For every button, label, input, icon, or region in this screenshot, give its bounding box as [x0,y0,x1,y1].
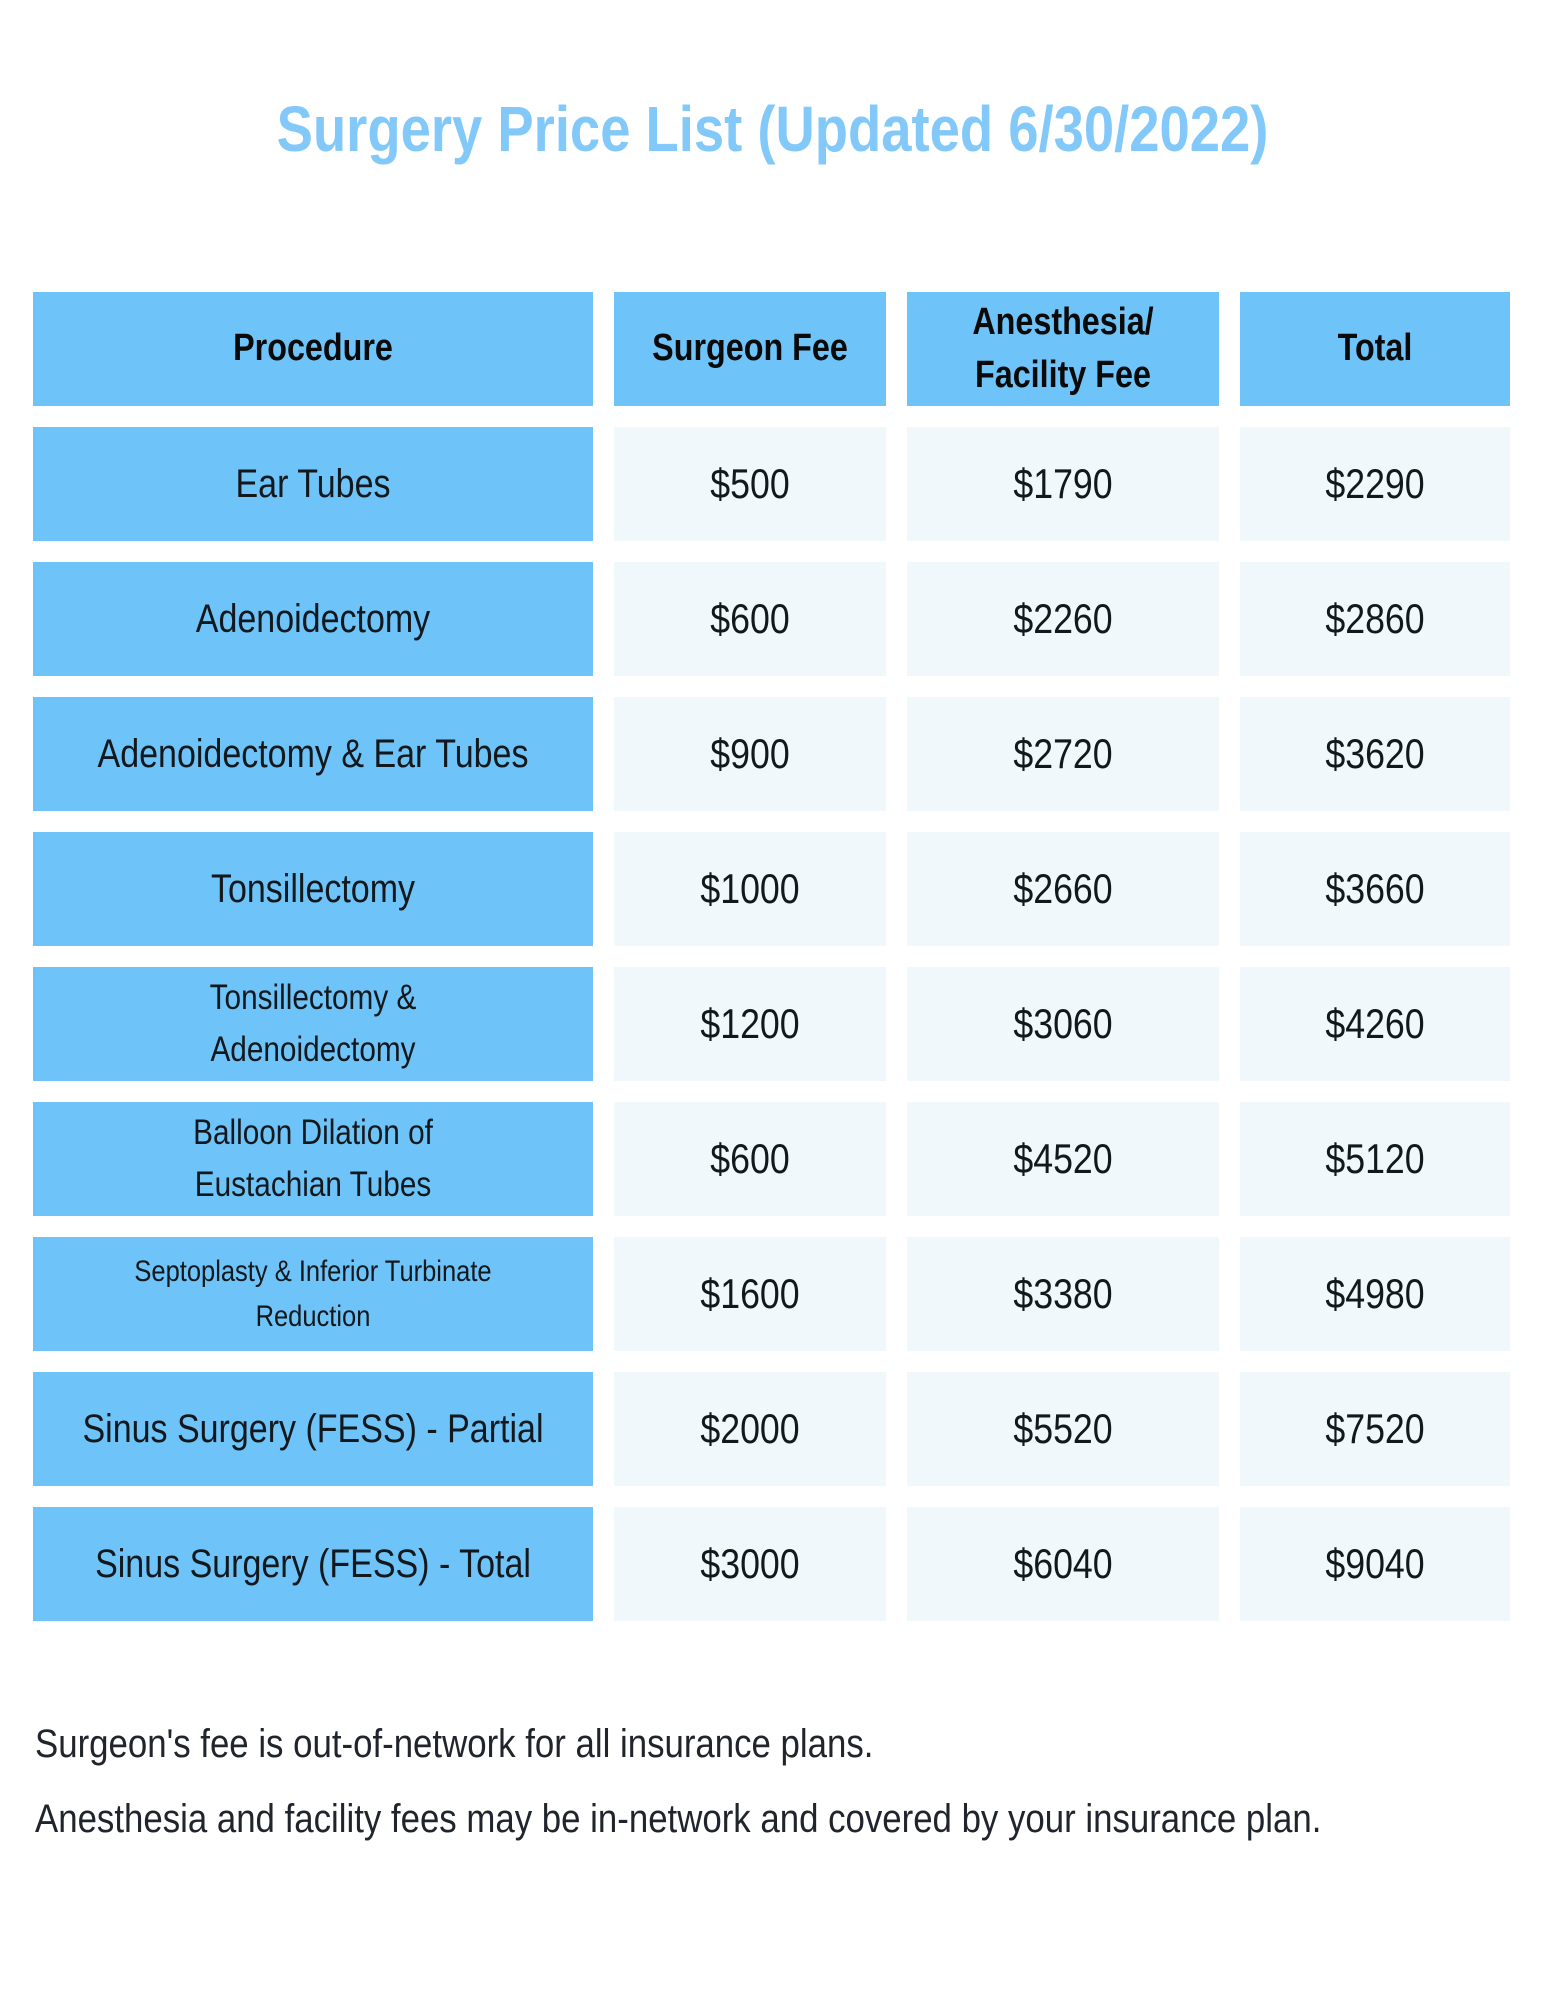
anesthesia-facility-fee-cell: $2720 [907,697,1219,811]
surgeon-fee-cell: $1200 [614,967,886,1081]
anesthesia-facility-fee-cell: $2260 [907,562,1219,676]
header-procedure-label: Procedure [233,327,393,370]
header-anesthesia-facility-fee-label: Anesthesia/ Facility Fee [972,300,1154,396]
anesthesia-facility-fee-cell: $1790 [907,427,1219,541]
procedure-label: Adenoidectomy & Ear Tubes [97,732,529,776]
surgeon-fee-cell: $1600 [614,1237,886,1351]
total-cell: $3620 [1240,697,1510,811]
footer-notes: Surgeon's fee is out-of-network for all … [35,1707,1545,1857]
header-surgeon-fee: Surgeon Fee [614,292,886,406]
total-value: $4980 [1325,1270,1425,1317]
total-value: $2860 [1325,595,1425,642]
procedure-cell: Septoplasty & Inferior Turbinate Reducti… [33,1237,593,1351]
header-total: Total [1240,292,1510,406]
anesthesia-facility-fee-value: $2660 [1013,865,1113,912]
total-value: $4260 [1325,1000,1425,1047]
anesthesia-facility-fee-value: $3380 [1013,1270,1113,1317]
anesthesia-facility-fee-value: $6040 [1013,1540,1113,1587]
total-value: $3620 [1325,730,1425,777]
procedure-label: Ear Tubes [235,462,391,506]
procedure-label: Tonsillectomy [210,867,416,911]
procedure-cell: Sinus Surgery (FESS) - Partial [33,1372,593,1486]
page-title: Surgery Price List (Updated 6/30/2022) [0,92,1545,166]
procedure-label: Adenoidectomy [195,597,431,641]
procedure-label: Sinus Surgery (FESS) - Total [95,1542,531,1586]
surgeon-fee-value: $600 [710,595,790,642]
procedure-cell: Ear Tubes [33,427,593,541]
surgeon-fee-cell: $1000 [614,832,886,946]
surgery-price-table: Procedure Surgeon Fee Anesthesia/ Facili… [33,292,1510,1621]
surgeon-fee-value: $1000 [700,865,800,912]
page-title-text: Surgery Price List (Updated 6/30/2022) [276,93,1269,165]
anesthesia-facility-fee-value: $5520 [1013,1405,1113,1452]
procedure-cell: Tonsillectomy & Adenoidectomy [33,967,593,1081]
anesthesia-facility-fee-cell: $3380 [907,1237,1219,1351]
procedure-cell: Adenoidectomy & Ear Tubes [33,697,593,811]
header-anesthesia-facility-fee: Anesthesia/ Facility Fee [907,292,1219,406]
anesthesia-facility-fee-cell: $5520 [907,1372,1219,1486]
total-value: $5120 [1325,1135,1425,1182]
anesthesia-facility-fee-cell: $2660 [907,832,1219,946]
total-cell: $5120 [1240,1102,1510,1216]
procedure-cell: Balloon Dilation of Eustachian Tubes [33,1102,593,1216]
total-value: $3660 [1325,865,1425,912]
total-cell: $2290 [1240,427,1510,541]
procedure-label: Balloon Dilation of Eustachian Tubes [193,1112,433,1205]
surgeon-fee-cell: $600 [614,562,886,676]
total-value: $9040 [1325,1540,1425,1587]
anesthesia-facility-fee-value: $2720 [1013,730,1113,777]
total-cell: $4260 [1240,967,1510,1081]
anesthesia-facility-fee-value: $3060 [1013,1000,1113,1047]
header-total-label: Total [1337,327,1413,370]
surgeon-fee-value: $2000 [700,1405,800,1452]
surgeon-fee-value: $500 [710,460,790,507]
header-surgeon-fee-label: Surgeon Fee [652,327,848,370]
surgeon-fee-value: $900 [710,730,790,777]
anesthesia-facility-fee-cell: $6040 [907,1507,1219,1621]
surgeon-fee-cell: $500 [614,427,886,541]
anesthesia-facility-fee-cell: $3060 [907,967,1219,1081]
procedure-cell: Sinus Surgery (FESS) - Total [33,1507,593,1621]
surgeon-fee-value: $3000 [700,1540,800,1587]
anesthesia-facility-fee-value: $1790 [1013,460,1113,507]
anesthesia-facility-fee-value: $2260 [1013,595,1113,642]
procedure-cell: Tonsillectomy [33,832,593,946]
surgeon-fee-value: $1200 [700,1000,800,1047]
procedure-label: Septoplasty & Inferior Turbinate Reducti… [134,1255,492,1333]
surgeon-fee-cell: $900 [614,697,886,811]
total-value: $7520 [1325,1405,1425,1452]
total-cell: $7520 [1240,1372,1510,1486]
total-cell: $2860 [1240,562,1510,676]
surgeon-fee-value: $600 [710,1135,790,1182]
procedure-label: Sinus Surgery (FESS) - Partial [82,1407,544,1451]
total-cell: $4980 [1240,1237,1510,1351]
total-cell: $9040 [1240,1507,1510,1621]
total-value: $2290 [1325,460,1425,507]
procedure-label: Tonsillectomy & Adenoidectomy [209,977,417,1070]
total-cell: $3660 [1240,832,1510,946]
surgeon-fee-cell: $3000 [614,1507,886,1621]
surgeon-fee-cell: $2000 [614,1372,886,1486]
procedure-cell: Adenoidectomy [33,562,593,676]
anesthesia-facility-fee-value: $4520 [1013,1135,1113,1182]
footer-note-2: Anesthesia and facility fees may be in-n… [35,1797,1322,1841]
surgeon-fee-value: $1600 [700,1270,800,1317]
header-procedure: Procedure [33,292,593,406]
footer-note-1: Surgeon's fee is out-of-network for all … [35,1722,874,1766]
anesthesia-facility-fee-cell: $4520 [907,1102,1219,1216]
surgeon-fee-cell: $600 [614,1102,886,1216]
